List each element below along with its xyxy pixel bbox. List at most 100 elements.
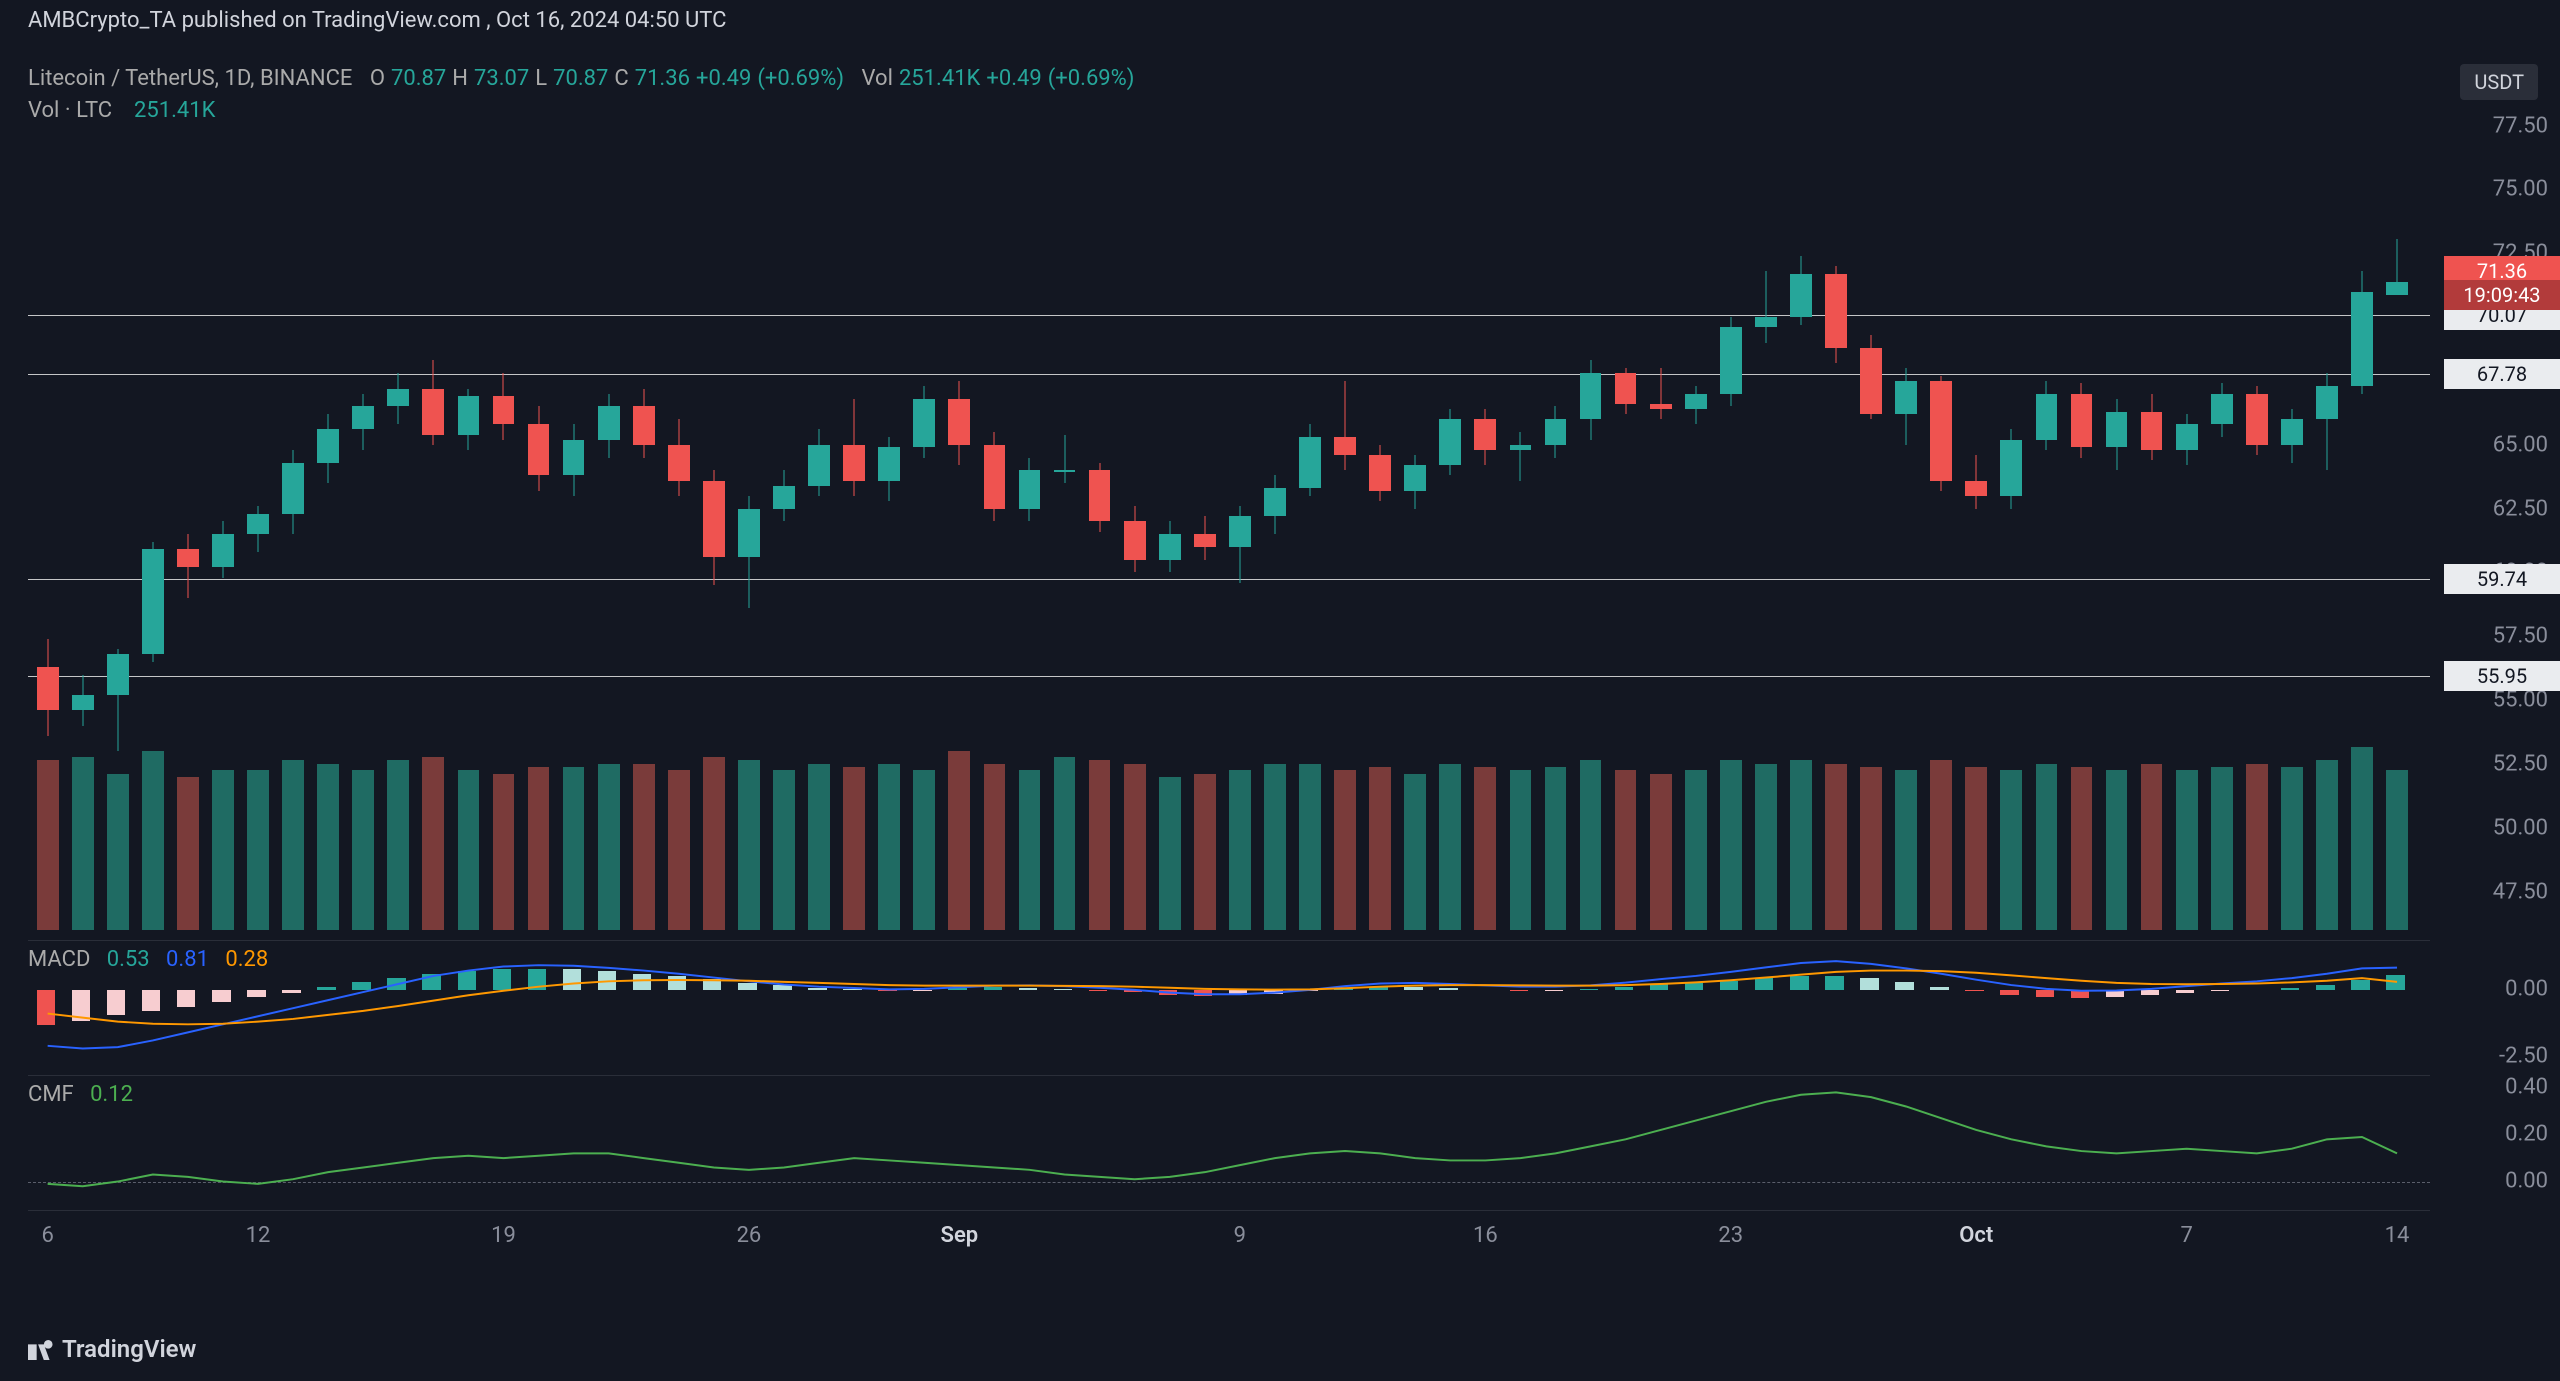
horizontal-line[interactable] bbox=[28, 676, 2430, 677]
volume-bar[interactable] bbox=[1474, 767, 1496, 930]
volume-bar[interactable] bbox=[1650, 774, 1672, 931]
macd-hist-bar bbox=[422, 974, 440, 990]
volume-bar[interactable] bbox=[422, 757, 444, 930]
macd-hist-bar bbox=[1825, 976, 1843, 990]
volume-bar[interactable] bbox=[1404, 774, 1426, 931]
volume-bar[interactable] bbox=[948, 751, 970, 930]
volume-bar[interactable] bbox=[703, 757, 725, 930]
macd-tick: -2.50 bbox=[2499, 1044, 2548, 1069]
volume-bar[interactable] bbox=[913, 770, 935, 930]
horizontal-line[interactable] bbox=[28, 579, 2430, 580]
volume-bar[interactable] bbox=[1019, 770, 1041, 930]
volume-bar[interactable] bbox=[1965, 767, 1987, 930]
volume-bar[interactable] bbox=[1545, 767, 1567, 930]
macd-hist-bar bbox=[703, 979, 721, 989]
volume-bar[interactable] bbox=[2036, 764, 2058, 930]
volume-bar[interactable] bbox=[1299, 764, 1321, 930]
volume-bar[interactable] bbox=[2141, 764, 2163, 930]
volume-bar[interactable] bbox=[1825, 764, 1847, 930]
macd-pane[interactable]: MACD 0.53 0.81 0.28 bbox=[28, 940, 2430, 1070]
volume-bar[interactable] bbox=[1720, 760, 1742, 930]
volume-bar[interactable] bbox=[878, 764, 900, 930]
volume-bar[interactable] bbox=[1930, 760, 1952, 930]
volume-bar[interactable] bbox=[1580, 760, 1602, 930]
volume-bar[interactable] bbox=[2211, 767, 2233, 930]
volume-bar[interactable] bbox=[1860, 767, 1882, 930]
volume-bar[interactable] bbox=[1439, 764, 1461, 930]
volume-bar[interactable] bbox=[2106, 770, 2128, 930]
volume-bar[interactable] bbox=[1194, 774, 1216, 931]
volume-bar[interactable] bbox=[563, 767, 585, 930]
macd-hist-bar bbox=[177, 990, 195, 1007]
volume-bar[interactable] bbox=[37, 760, 59, 930]
volume-bar[interactable] bbox=[352, 770, 374, 930]
horizontal-line[interactable] bbox=[28, 315, 2430, 316]
volume-bar[interactable] bbox=[2246, 764, 2268, 930]
site: TradingView.com bbox=[312, 8, 481, 33]
volume-bar[interactable] bbox=[2000, 770, 2022, 930]
volume-bar[interactable] bbox=[458, 770, 480, 930]
currency-badge[interactable]: USDT bbox=[2460, 64, 2538, 100]
volume-bar[interactable] bbox=[1369, 767, 1391, 930]
volume-bar[interactable] bbox=[247, 770, 269, 930]
horizontal-line[interactable] bbox=[28, 374, 2430, 375]
volume-bar[interactable] bbox=[2351, 747, 2373, 930]
hline-price-label: 67.78 bbox=[2444, 359, 2560, 389]
volume-bar[interactable] bbox=[212, 770, 234, 930]
volume-bar[interactable] bbox=[2176, 770, 2198, 930]
cmf-pane[interactable]: CMF 0.12 bbox=[28, 1075, 2430, 1205]
volume-bar[interactable] bbox=[317, 764, 339, 930]
volume-bar[interactable] bbox=[142, 751, 164, 930]
volume-bar[interactable] bbox=[177, 777, 199, 930]
volume-bar[interactable] bbox=[773, 770, 795, 930]
macd-hist-bar bbox=[212, 990, 230, 1002]
price-axis: 77.5075.0072.5070.0067.5065.0062.5060.00… bbox=[2438, 100, 2560, 930]
macd-hist-bar bbox=[1510, 990, 1528, 991]
volume-bar[interactable] bbox=[1054, 757, 1076, 930]
volume-bar[interactable] bbox=[1124, 764, 1146, 930]
volume-bar[interactable] bbox=[1755, 764, 1777, 930]
time-label: 19 bbox=[491, 1223, 516, 1248]
volume-bar[interactable] bbox=[72, 757, 94, 930]
volume-bar[interactable] bbox=[2316, 760, 2338, 930]
price-tick: 57.50 bbox=[2493, 624, 2548, 649]
macd-hist-bar bbox=[563, 969, 581, 989]
volume-bar[interactable] bbox=[2071, 767, 2093, 930]
volume-bar[interactable] bbox=[1229, 770, 1251, 930]
volume-bar[interactable] bbox=[633, 764, 655, 930]
volume-bar[interactable] bbox=[1510, 770, 1532, 930]
macd-hist-bar bbox=[1650, 984, 1668, 989]
volume-bar[interactable] bbox=[984, 764, 1006, 930]
volume-bar[interactable] bbox=[2386, 770, 2408, 930]
volume-bar[interactable] bbox=[598, 764, 620, 930]
price-tick: 55.00 bbox=[2493, 688, 2548, 713]
volume-bar[interactable] bbox=[738, 760, 760, 930]
volume-bar[interactable] bbox=[1264, 764, 1286, 930]
volume-bar[interactable] bbox=[1615, 770, 1637, 930]
volume-bar[interactable] bbox=[1159, 777, 1181, 930]
publish-header: AMBCrypto_TA published on TradingView.co… bbox=[28, 8, 726, 33]
macd-hist-bar bbox=[387, 978, 405, 990]
volume-bar[interactable] bbox=[1334, 770, 1356, 930]
volume-bar[interactable] bbox=[1089, 760, 1111, 930]
volume-bar[interactable] bbox=[808, 764, 830, 930]
volume-bar[interactable] bbox=[493, 774, 515, 931]
volume-bar[interactable] bbox=[843, 767, 865, 930]
volume-bar[interactable] bbox=[668, 770, 690, 930]
volume-bar[interactable] bbox=[1790, 760, 1812, 930]
macd-hist-bar bbox=[2211, 990, 2229, 991]
time-label: Sep bbox=[941, 1223, 979, 1248]
volume-bar[interactable] bbox=[1685, 770, 1707, 930]
macd-hist-bar bbox=[2351, 980, 2369, 989]
macd-hist-bar bbox=[598, 971, 616, 989]
volume-bar[interactable] bbox=[107, 774, 129, 931]
volume-bar[interactable] bbox=[282, 760, 304, 930]
price-pane[interactable] bbox=[28, 100, 2430, 930]
macd-hist-bar bbox=[1895, 982, 1913, 990]
volume-bar[interactable] bbox=[2281, 767, 2303, 930]
volume-bar[interactable] bbox=[1895, 770, 1917, 930]
macd-hist-bar bbox=[458, 971, 476, 990]
volume-bar[interactable] bbox=[387, 760, 409, 930]
volume-bar[interactable] bbox=[528, 767, 550, 930]
macd-hist-bar bbox=[1930, 987, 1948, 990]
